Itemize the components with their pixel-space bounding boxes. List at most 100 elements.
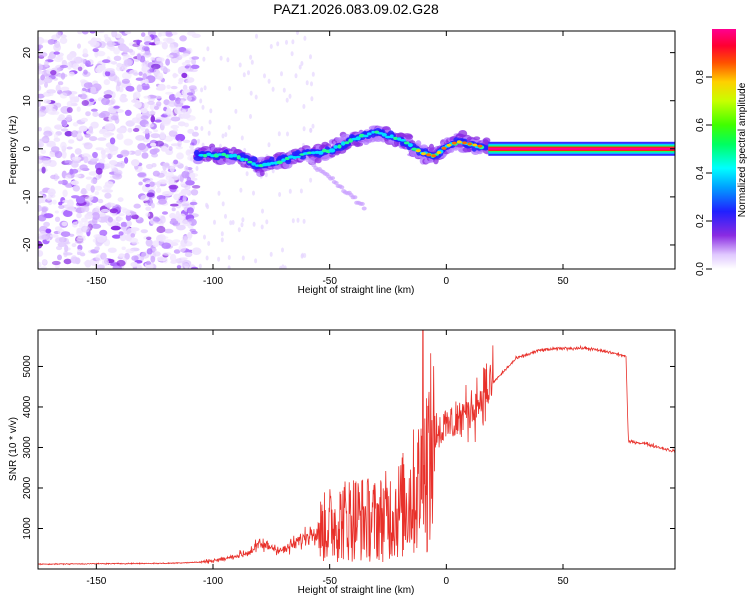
noise-blob (201, 104, 205, 110)
noise-blob (49, 151, 55, 158)
noise-blob (110, 225, 121, 231)
noise-blob (43, 130, 53, 137)
noise-blob (267, 142, 271, 148)
noise-blob (291, 218, 295, 224)
noise-blob (162, 211, 168, 215)
noise-blob (96, 235, 106, 243)
noise-blob (310, 96, 314, 102)
spectrogram-x-tick-label: 50 (557, 276, 569, 287)
snr-x-tick-label: 50 (557, 576, 569, 587)
noise-blob (88, 126, 94, 134)
noise-blob (250, 59, 254, 65)
noise-blob (213, 219, 216, 225)
noise-blob (194, 249, 200, 255)
noise-blob (45, 104, 53, 112)
noise-blob (279, 265, 283, 269)
noise-blob (101, 189, 108, 193)
noise-blob (149, 67, 154, 73)
signal-core-blob (292, 156, 297, 160)
noise-blob (207, 241, 211, 246)
noise-blob (74, 148, 82, 155)
noise-blob (131, 214, 139, 220)
snr-x-tick-label: 0 (444, 576, 450, 587)
noise-blob (77, 251, 82, 256)
noise-blob (104, 123, 115, 131)
noise-blob (123, 59, 132, 67)
noise-blob (43, 221, 50, 227)
noise-blob (168, 101, 177, 107)
noise-blob (247, 70, 250, 76)
spectrogram-y-tick-label: 20 (22, 47, 33, 59)
noise-blob (252, 190, 255, 196)
noise-blob (311, 123, 315, 129)
noise-blob (53, 51, 60, 55)
colorbar: 0.0 0.2 0.4 0.6 0.8 Normalized spectral ampl… (695, 29, 748, 276)
noise-blob (81, 225, 90, 233)
noise-blob (116, 259, 126, 267)
noise-blob (159, 236, 169, 240)
noise-blob (190, 177, 198, 181)
noise-blob (119, 95, 127, 103)
noise-blob (40, 74, 46, 81)
noise-blob (184, 59, 191, 64)
noise-blob (202, 56, 206, 62)
noise-blob (90, 41, 100, 48)
noise-blob (95, 147, 104, 151)
noise-blob (71, 243, 77, 248)
noise-blob (102, 130, 112, 138)
noise-blob (63, 258, 72, 265)
noise-blob (84, 196, 92, 203)
noise-blob (263, 73, 266, 79)
noise-blob (207, 130, 211, 136)
noise-blob (79, 164, 88, 171)
noise-blob (131, 159, 140, 167)
noise-blob (249, 114, 252, 119)
signal-core-blob (232, 153, 238, 158)
noise-blob (142, 73, 148, 81)
noise-blob (50, 70, 57, 76)
noise-blob (169, 165, 175, 173)
noise-blob (109, 208, 119, 214)
noise-blob (151, 63, 161, 70)
noise-blob (143, 102, 149, 109)
noise-blob (124, 109, 132, 116)
noise-blob (176, 152, 184, 160)
noise-blob (241, 217, 245, 223)
noise-blob (84, 133, 91, 138)
noise-blob (50, 110, 60, 115)
noise-blob (54, 175, 60, 180)
noise-blob (85, 176, 93, 180)
noise-blob (103, 34, 109, 39)
noise-blob (148, 110, 156, 115)
noise-blob (64, 241, 71, 245)
noise-blob (113, 76, 120, 83)
noise-blob (121, 246, 126, 251)
noise-blob (221, 201, 225, 207)
spectrogram-x-ticks: -150 -100 -50 0 50 (86, 31, 569, 287)
noise-blob (125, 213, 132, 222)
noise-blob (302, 218, 306, 224)
noise-blob (159, 131, 166, 140)
noise-blob (140, 229, 148, 234)
noise-blob (83, 261, 91, 266)
noise-blob (203, 234, 206, 240)
noise-blob (309, 177, 313, 183)
noise-blob (168, 242, 179, 247)
noise-blob (60, 231, 71, 238)
noise-blob (280, 71, 283, 77)
noise-blob (135, 77, 144, 81)
noise-blob (269, 251, 273, 257)
noise-blob (80, 188, 87, 195)
noise-blob (150, 133, 161, 139)
noise-blob (106, 202, 111, 209)
noise-blob (117, 197, 124, 203)
noise-blob (191, 138, 198, 146)
noise-blob (62, 189, 68, 198)
noise-blob (271, 86, 275, 92)
noise-blob (170, 218, 177, 222)
noise-blob (63, 250, 68, 258)
noise-blob (305, 80, 309, 86)
noise-blob (60, 141, 67, 150)
noise-blob (71, 195, 80, 199)
noise-blob (177, 139, 182, 148)
